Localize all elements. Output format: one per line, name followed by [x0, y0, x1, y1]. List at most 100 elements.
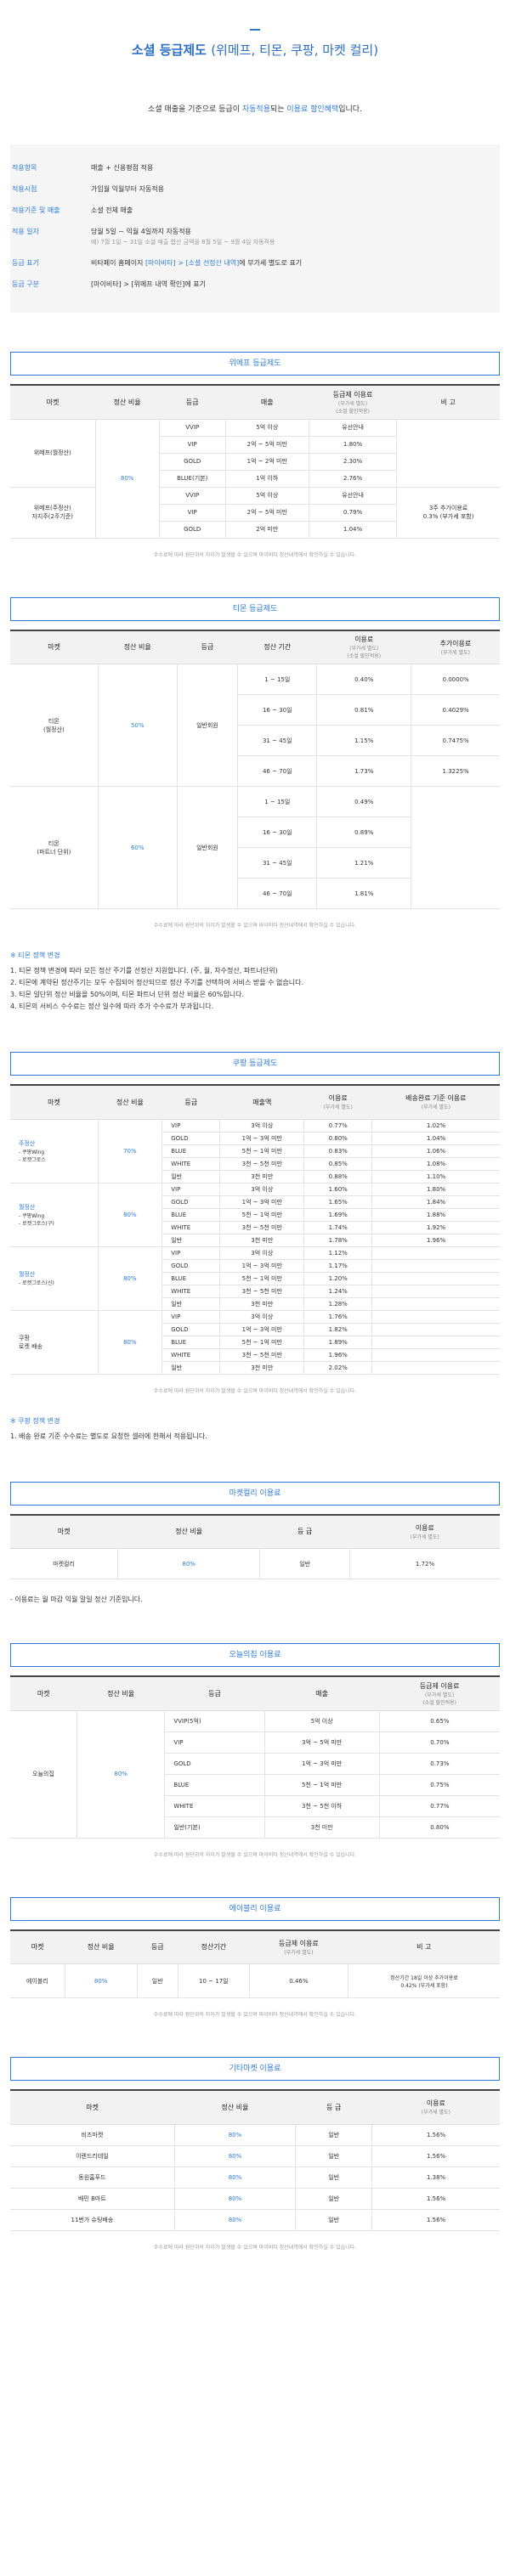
table-cell: 1.56%	[371, 2188, 500, 2210]
table-cell: 1억 ~ 3억 미만	[219, 1195, 304, 1209]
section-title: 오늘의집 이용료	[10, 1643, 500, 1667]
table-cell: 11번가 슈팅배송	[10, 2209, 175, 2231]
info-row: 등급 표기 비타페이 홈페이지 [마이비타] > [소셜 선정산 내역]에 부가…	[12, 259, 303, 267]
table-cell: 일반	[162, 1297, 220, 1311]
tmon-section: 티몬 등급제도 마켓 정산 비율 등급 정산 기간 이용료 (부가세 별도) (소셜…	[10, 596, 500, 1014]
table-cell: 80%	[173, 2209, 296, 2231]
section-title: 쿠팡 등급제도	[10, 1052, 500, 1076]
table-cell: 1.84%	[371, 1195, 500, 1209]
table-row: GOLD 1억 ~ 3억 미만 1.17%	[10, 1259, 500, 1273]
table-cell: 일반	[295, 2166, 372, 2189]
market-cell: 월정산 - 쿠팡Wing - 로켓그로스(구)	[10, 1183, 98, 1247]
table-row: 일반 3천 미만 0.88% 1.10%	[10, 1170, 500, 1183]
ohouse-table: 마켓 정산 비율 등급 매출 등급제 이용료 (부가세 별도) (소셜 할인적용) …	[10, 1675, 500, 1839]
table-row: BLUE 5천 ~ 1억 미만 1.20%	[10, 1272, 500, 1285]
market-sub: - 쿠팡Wing - 로켓그로스(구)	[19, 1212, 54, 1227]
table-row: 11번가 슈팅배송 80% 일반 1.56%	[10, 2209, 500, 2231]
table-cell: WHITE	[162, 1348, 220, 1362]
table-cell: 1.78%	[303, 1234, 372, 1247]
section-title: 위메프 등급제도	[10, 352, 500, 376]
rate-cell: 80%	[97, 1183, 162, 1247]
table-row: 일반 3천 미만 1.78% 1.96%	[10, 1234, 500, 1247]
market-name: 월정산	[19, 1271, 36, 1278]
table-cell: 0.77%	[303, 1119, 372, 1133]
table-cell: 1.24%	[303, 1285, 372, 1298]
table-cell: 1.12%	[303, 1246, 372, 1260]
table-row: WHITE 3천 ~ 5천 미만 1.24%	[10, 1285, 500, 1298]
table-row: GOLD 1억 ~ 3억 미만 1.65% 1.84%	[10, 1195, 500, 1209]
table-cell: BLUE	[162, 1272, 220, 1285]
table-cell: 0.88%	[303, 1170, 372, 1183]
wemakeprice-section: 위메프 등급제도 마켓 정산 비율 등급 매출 등급제 이용료 (부가세 별도)(…	[10, 352, 500, 558]
table-cell: 1.20%	[303, 1272, 372, 1285]
footnote: 수수료에 따라 원단위의 차이가 발생할 수 있으며 마이비타 정산내역에서 확…	[153, 2012, 357, 2018]
table-cell: 2.02%	[303, 1361, 372, 1375]
table-row: 쿠팡 로켓 배송 80% VIP 3억 이상 1.76%	[10, 1310, 500, 1375]
table-cell: 1.56%	[371, 2209, 500, 2231]
table-cell: VIP	[162, 1310, 220, 1324]
others-table: 마켓 정산 비율 등 급 이용료 (부가세 별도) 비즈마켓 80% 일반 1.56% 이…	[10, 2089, 500, 2231]
table-cell	[371, 1297, 500, 1311]
table-cell: GOLD	[162, 1132, 220, 1145]
table-cell: 일반	[295, 2209, 372, 2231]
kurly-note: - 이용료는 월 마감 익월 말일 정산 기준입니다.	[10, 1596, 143, 1603]
table-cell: 일반	[295, 2145, 372, 2167]
table-cell: 1.89%	[303, 1336, 372, 1349]
table-cell: 일반	[295, 2124, 372, 2146]
table-cell: 1.74%	[303, 1221, 372, 1234]
section-title: 티몬 등급제도	[10, 596, 500, 621]
table-cell: 1.17%	[303, 1259, 372, 1273]
table-row: WHITE 3천 ~ 5천 미만 1.74% 1.92%	[10, 1221, 500, 1234]
table-cell: 5천 ~ 1억 미만	[219, 1144, 304, 1158]
table-cell: 1.96%	[371, 1234, 500, 1247]
wemakeprice-table: 마켓 정산 비율 등급 매출 등급제 이용료 (부가세 별도) (소셜 할인적용) …	[10, 384, 500, 539]
table-cell: WHITE	[162, 1285, 220, 1298]
table-cell: 1.80%	[371, 1183, 500, 1196]
tmon-policy: ※ 티몬 정책 변경 1. 티몬 정책 변경에 따라 모든 정산 주기를 선정산…	[10, 952, 303, 1010]
table-cell: 80%	[173, 2166, 296, 2189]
table-row: 비즈마켓 80% 일반 1.56%	[10, 2124, 500, 2146]
table-cell: VIP	[162, 1183, 220, 1196]
table-cell: 3천 ~ 5천 미만	[219, 1348, 304, 1362]
tmon-table: 마켓 정산 비율 등급 정산 기간 이용료 (부가세 별도) (소셜 할인적용) 추…	[10, 629, 500, 909]
footnote: 수수료에 따라 원단위의 차이가 발생할 수 있으며 마이비타 정산내역에서 확…	[153, 923, 357, 929]
info-row: 적용 일자 당월 5일 ~ 익월 4일까지 자동적용 예) 7월 1일 ~ 31일…	[12, 228, 275, 246]
table-cell: 배민 B마트	[10, 2188, 175, 2210]
table-cell: GOLD	[162, 1195, 220, 1209]
table-cell	[371, 1323, 500, 1336]
footnote: 수수료에 따라 원단위의 차이가 발생할 수 있으며 마이비타 정산내역에서 확…	[153, 1851, 357, 1858]
table-cell: 일반	[162, 1234, 220, 1247]
table-cell: BLUE	[162, 1144, 220, 1158]
market-sub: - 쿠팡Wing - 로켓그로스	[19, 1149, 46, 1163]
table-row: GOLD 1억 ~ 3억 미만 0.80% 1.04%	[10, 1132, 500, 1145]
table-cell: 3천 미만	[219, 1234, 304, 1247]
kurly-table: 마켓 정산 비율 등 급 이용료 (부가세 별도) 마켓컬리 80% 일반 1.7…	[10, 1513, 500, 1579]
table-cell	[371, 1348, 500, 1362]
section-title: 마켓컬리 이용료	[10, 1481, 500, 1505]
table-cell: GOLD	[162, 1259, 220, 1273]
info-row: 등급 구분 [마이비타] > [위메프 내역 확인]에 표기	[12, 280, 206, 288]
table-cell: 5천 ~ 1억 미만	[219, 1272, 304, 1285]
rate-cell: 80%	[97, 1246, 162, 1311]
table-cell: WHITE	[162, 1157, 220, 1171]
table-cell: 5천 ~ 1억 미만	[219, 1208, 304, 1222]
table-cell: 일반	[162, 1170, 220, 1183]
table-cell: 1.56%	[371, 2124, 500, 2146]
table-cell: 1.10%	[371, 1170, 500, 1183]
table-cell: 3억 이상	[219, 1119, 304, 1133]
table-row: 이랜드리테일 80% 일반 1.56%	[10, 2145, 500, 2167]
table-cell: 1억 ~ 3억 미만	[219, 1323, 304, 1336]
info-row: 적용항목 매출 + 신용평점 적용	[12, 164, 154, 172]
table-cell: 1.06%	[371, 1144, 500, 1158]
ablely-section: 에이블리 이용료 마켓 정산 비율 등급 정산기간 등급제 이용료 (부가세 별도…	[10, 1896, 500, 2018]
table-cell: 동원홈푸드	[10, 2166, 175, 2189]
table-cell: 0.85%	[303, 1157, 372, 1171]
table-cell	[371, 1246, 500, 1260]
footnote: 수수료에 따라 원단위의 차이가 발생할 수 있으며 마이비타 정산내역에서 확…	[153, 1387, 357, 1394]
market-cell: 위메프(월정산)	[10, 419, 95, 488]
table-cell: WHITE	[162, 1221, 220, 1234]
table-row: BLUE 5천 ~ 1억 미만 0.83% 1.06%	[10, 1144, 500, 1158]
table-cell: 1.69%	[303, 1208, 372, 1222]
table-cell: 1.04%	[371, 1132, 500, 1145]
